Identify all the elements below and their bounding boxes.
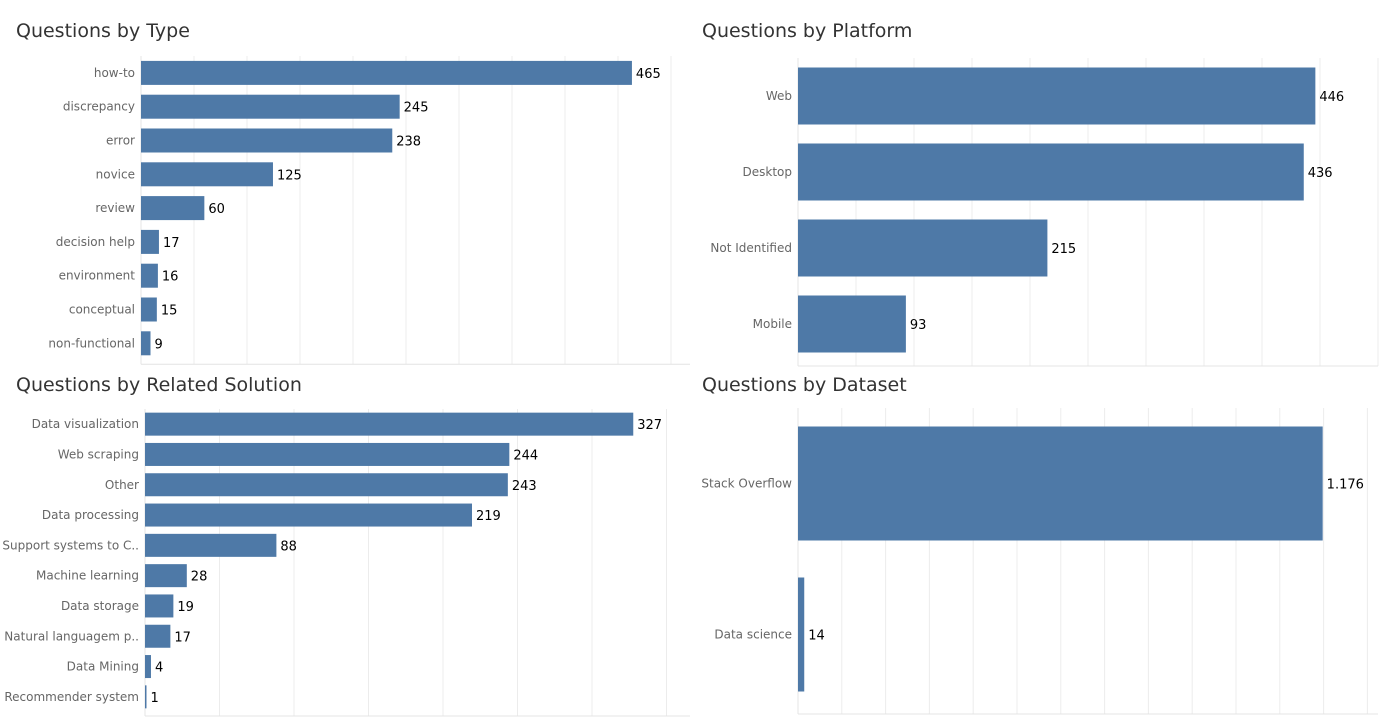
data-label: 465	[636, 67, 661, 82]
bar[interactable]	[145, 533, 277, 557]
bar[interactable]	[145, 655, 151, 679]
chart-title: Questions by Dataset	[702, 374, 907, 396]
category-label: review	[95, 201, 135, 215]
category-label: Mobile	[753, 317, 792, 331]
data-label: 125	[277, 168, 302, 183]
data-label: 17	[163, 236, 180, 251]
data-label: 244	[513, 448, 538, 463]
data-label: 17	[174, 630, 191, 645]
data-label: 243	[512, 479, 537, 494]
chart-title: Questions by Type	[16, 20, 190, 42]
category-label: Machine learning	[36, 569, 139, 583]
data-label: 446	[1319, 90, 1344, 105]
category-label: Desktop	[743, 165, 793, 179]
category-label: non-functional	[48, 336, 135, 350]
bar[interactable]	[145, 624, 171, 648]
bar[interactable]	[145, 473, 508, 497]
category-label: discrepancy	[63, 100, 135, 114]
data-label: 219	[476, 509, 501, 524]
category-label: Data visualization	[32, 417, 139, 431]
chart-panel-questions-by-related-solution: Questions by Related Solution Data visua…	[2, 374, 690, 717]
category-label: Not Identified	[710, 241, 792, 255]
bar[interactable]	[141, 229, 159, 254]
category-label: Stack Overflow	[701, 477, 792, 491]
bar[interactable]	[141, 162, 273, 187]
data-label: 1	[150, 691, 158, 706]
data-label: 14	[808, 629, 825, 644]
category-label: Data storage	[61, 599, 139, 613]
bar[interactable]	[798, 143, 1304, 201]
data-label: 238	[396, 135, 421, 150]
data-label: 1.176	[1327, 478, 1364, 493]
data-label: 436	[1308, 166, 1333, 181]
data-label: 327	[637, 418, 662, 433]
category-label: conceptual	[69, 303, 135, 317]
bar[interactable]	[798, 426, 1323, 541]
data-label: 93	[910, 318, 927, 333]
bar[interactable]	[141, 60, 632, 85]
bar[interactable]	[798, 295, 906, 353]
bar[interactable]	[141, 331, 151, 356]
bar[interactable]	[141, 128, 393, 153]
category-label: decision help	[56, 235, 135, 249]
bar[interactable]	[798, 219, 1048, 277]
chart-title: Questions by Related Solution	[16, 374, 302, 396]
bar[interactable]	[145, 503, 472, 527]
bar[interactable]	[145, 442, 510, 466]
category-label: Web	[766, 89, 792, 103]
data-label: 16	[162, 270, 179, 285]
data-label: 28	[191, 570, 208, 585]
category-label: how-to	[94, 66, 135, 80]
category-label: environment	[59, 269, 136, 283]
data-label: 245	[404, 101, 429, 116]
data-label: 215	[1051, 242, 1076, 257]
bar[interactable]	[141, 297, 157, 322]
data-label: 4	[155, 661, 163, 676]
bar[interactable]	[798, 67, 1316, 125]
data-label: 88	[280, 539, 297, 554]
category-label: novice	[96, 167, 135, 181]
category-label: Data processing	[42, 508, 139, 522]
category-label: Data science	[714, 628, 792, 642]
bar-chart: Data visualization 327 Web scraping 244 Othe…	[2, 409, 690, 717]
data-label: 60	[208, 202, 225, 217]
category-label: Natural languagem p..	[4, 629, 139, 643]
bar[interactable]	[145, 564, 187, 588]
category-label: Other	[105, 478, 139, 492]
bar[interactable]	[141, 196, 205, 221]
category-label: Support systems to C..	[2, 538, 139, 552]
bar[interactable]	[145, 412, 634, 436]
bar[interactable]	[145, 594, 174, 618]
chart-panel-questions-by-dataset: Questions by Dataset Stack Overflow 1.176…	[701, 374, 1378, 716]
bar-chart: how-to 465 discrepancy 245 error 238 novice 125…	[48, 56, 690, 365]
bar[interactable]	[145, 685, 147, 709]
bar[interactable]	[798, 577, 805, 692]
bar-chart: Web 446 Desktop 436 Not Identified 215 Mobile 9…	[710, 58, 1379, 367]
data-label: 15	[161, 304, 178, 319]
chart-panel-questions-by-type: Questions by Type how-to 465 discrepancy 24…	[16, 20, 690, 365]
chart-panel-questions-by-platform: Questions by Platform Web 446 Desktop 436 No…	[702, 20, 1379, 367]
data-label: 19	[177, 600, 194, 615]
bar[interactable]	[141, 263, 158, 288]
bar-chart: Stack Overflow 1.176 Data science 14	[701, 408, 1378, 715]
category-label: error	[106, 134, 135, 148]
category-label: Web scraping	[58, 447, 139, 461]
category-label: Recommender system	[4, 690, 139, 704]
data-label: 9	[155, 337, 163, 352]
chart-title: Questions by Platform	[702, 20, 913, 42]
bar[interactable]	[141, 94, 400, 119]
category-label: Data Mining	[67, 660, 139, 674]
